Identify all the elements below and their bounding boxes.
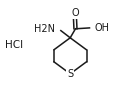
Text: H2N: H2N (34, 24, 55, 34)
Text: OH: OH (94, 23, 109, 33)
Text: HCl: HCl (5, 40, 23, 50)
Text: O: O (71, 8, 79, 19)
Text: S: S (67, 69, 73, 79)
